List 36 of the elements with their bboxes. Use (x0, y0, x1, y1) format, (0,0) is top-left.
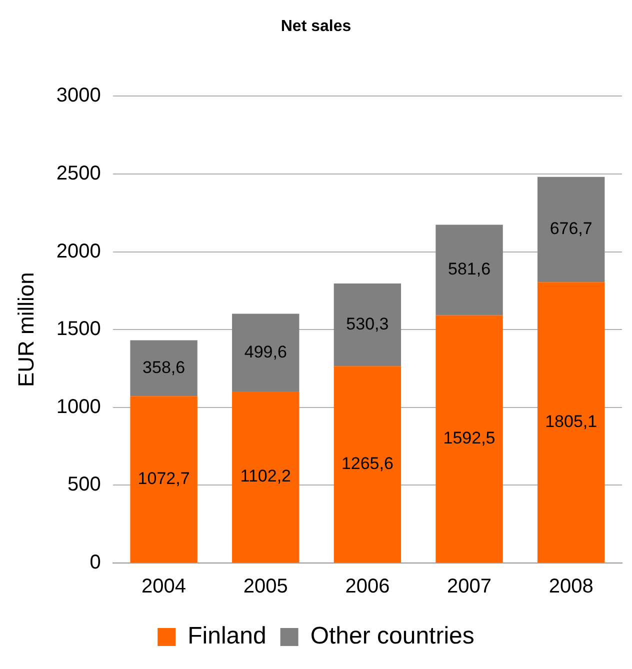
data-label: 499,6 (244, 342, 287, 362)
y-axis-title: EUR million (13, 272, 38, 388)
y-tick-label: 2500 (56, 162, 101, 185)
data-label: 1072,7 (138, 468, 190, 488)
data-label: 676,7 (550, 219, 592, 238)
bar (232, 392, 300, 562)
data-label: 1265,6 (341, 454, 394, 473)
x-tick-label: 2006 (345, 576, 390, 598)
data-label: 358,6 (142, 358, 186, 377)
bar (334, 366, 402, 562)
x-tick-label: 2008 (548, 576, 594, 598)
x-tick-label: 2007 (447, 576, 492, 598)
legend-label: Finland (188, 622, 266, 650)
bar (130, 396, 198, 562)
y-tick-label: 500 (68, 474, 101, 496)
y-tick-label: 1000 (56, 396, 101, 418)
data-label: 1592,5 (443, 428, 496, 448)
data-label: 530,3 (346, 314, 389, 334)
bar (436, 315, 503, 562)
y-tick-label: 0 (90, 552, 101, 574)
data-label: 1805,1 (545, 412, 598, 431)
bar (537, 176, 605, 282)
x-tick-label: 2004 (142, 576, 186, 598)
legend-label: Other countries (310, 622, 474, 650)
bar (334, 284, 402, 366)
y-tick-label: 3000 (56, 84, 101, 107)
data-label: 581,6 (448, 260, 491, 279)
bar (436, 224, 503, 316)
bar (232, 314, 300, 392)
y-tick-label: 1500 (56, 318, 101, 340)
chart-title: Net sales (280, 18, 352, 36)
x-tick-label: 2005 (243, 576, 288, 598)
bar (130, 340, 198, 396)
data-label: 1102,2 (240, 466, 291, 486)
bar (537, 282, 605, 562)
y-tick-label: 2000 (56, 240, 101, 262)
